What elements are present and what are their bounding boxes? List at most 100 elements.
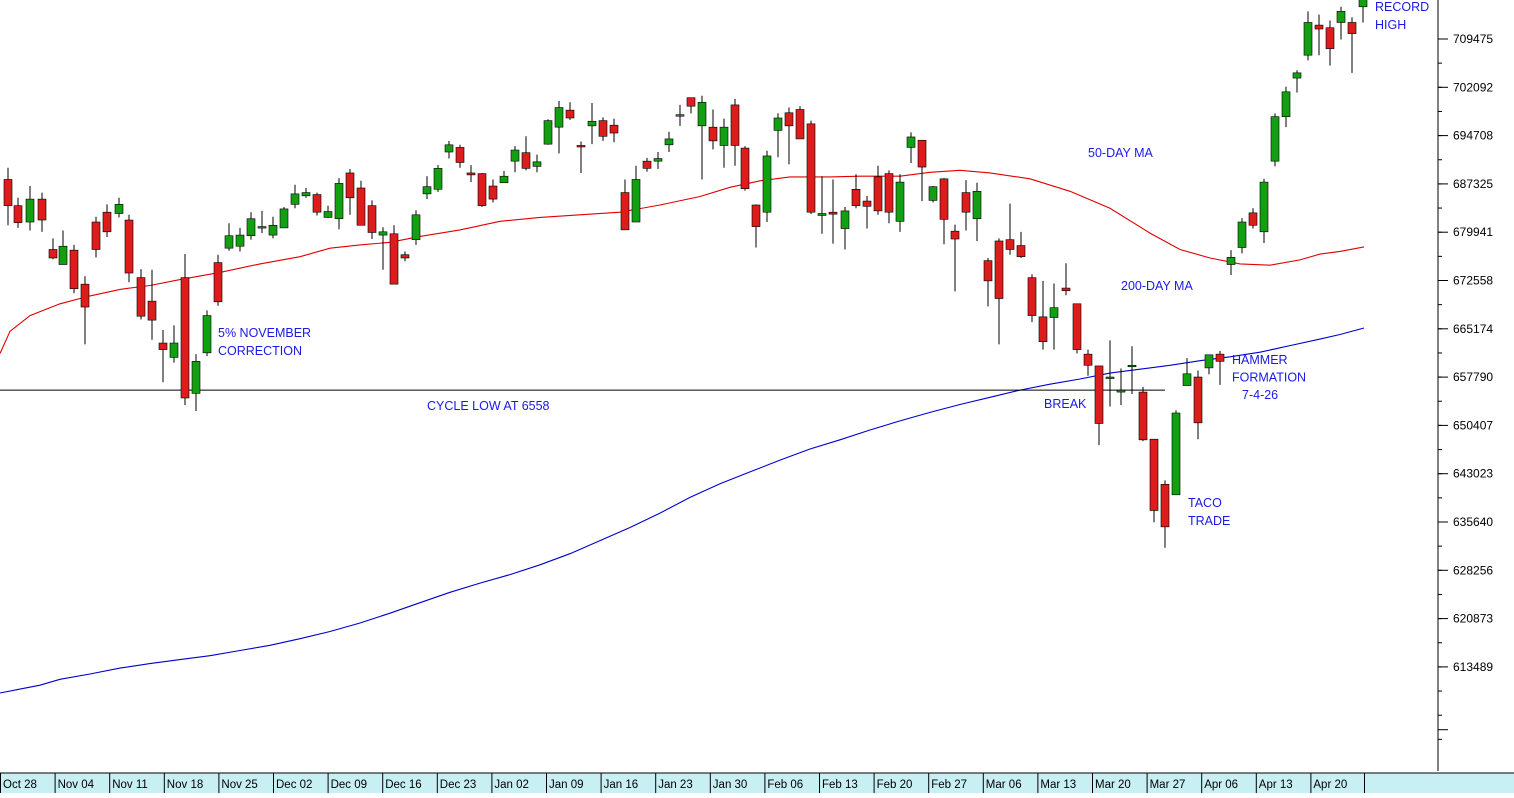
candle-body (697, 101, 707, 127)
candle-body (884, 173, 894, 213)
candle-body (972, 190, 982, 220)
candle-body (1204, 354, 1214, 369)
candle (587, 102, 597, 145)
candle-body (213, 262, 223, 303)
annotation-line: RECORD (1375, 0, 1429, 14)
x-tick-label: Feb 27 (931, 779, 967, 791)
candle (708, 109, 718, 150)
candle-body (686, 97, 696, 107)
candle-body (1049, 307, 1059, 318)
candle-body (840, 210, 850, 229)
candle (1127, 346, 1137, 395)
candle (686, 97, 696, 114)
x-tick-label: Jan 16 (604, 779, 639, 791)
annotation: CYCLE LOW AT 6558 (427, 399, 550, 413)
candle (928, 186, 938, 203)
annotation: TACO TRADE (1188, 496, 1230, 528)
candle-body (80, 283, 90, 308)
candle (521, 136, 531, 171)
candle-body (1347, 22, 1357, 34)
candle-body (466, 172, 476, 176)
annotation-line: 5% NOVEMBER (218, 326, 311, 340)
candle-body (1237, 221, 1247, 248)
candle-body (91, 221, 101, 250)
candle (1193, 370, 1203, 440)
y-tick-label: 694708 (1453, 129, 1493, 143)
x-tick-label: Feb 13 (822, 779, 858, 791)
x-tick-label: Mar 27 (1150, 779, 1186, 791)
candle (499, 170, 509, 184)
annotation-line: TRADE (1188, 514, 1230, 528)
candle (862, 195, 872, 229)
candle (1116, 368, 1126, 406)
candle (762, 150, 772, 223)
candle (37, 192, 47, 232)
x-axis: Oct 28 Nov 04 Nov 11 Nov 18 Nov 25 Dec 02 Dec … (0, 772, 1514, 793)
candle-body (675, 114, 685, 117)
x-tick-label: Dec 16 (385, 779, 421, 791)
annotation-line: 200-DAY MA (1121, 279, 1193, 293)
candle-body (862, 200, 872, 207)
candle (411, 210, 421, 245)
candle (1061, 263, 1071, 296)
candle-body (433, 168, 443, 190)
y-tick-label: 613489 (1453, 660, 1493, 674)
x-tick-label: Apr 13 (1259, 779, 1293, 791)
candle-body (1116, 389, 1126, 393)
candle (806, 120, 816, 215)
x-tick-label: Nov 04 (58, 779, 95, 791)
candle (851, 174, 861, 209)
candle (1226, 250, 1236, 275)
candle-body (620, 192, 630, 231)
candle (939, 178, 949, 245)
candle (466, 165, 476, 183)
candle-body (1193, 376, 1203, 424)
candle-body (795, 109, 805, 140)
candle (576, 141, 586, 173)
candle-body (719, 126, 729, 146)
200-day-maline (0, 327, 1365, 694)
candle (477, 172, 487, 207)
candle (1072, 303, 1082, 354)
candle-body (499, 175, 509, 184)
x-axis-band (0, 773, 1514, 793)
candle-body (13, 205, 23, 223)
candle (828, 179, 838, 244)
y-axis: 709475 702092 694708 687325 679941 672558 6651… (1437, 0, 1493, 771)
candle-body (961, 192, 971, 213)
x-tick-label: Mar 13 (1040, 779, 1076, 791)
candle (1292, 70, 1302, 93)
candle-body (3, 179, 13, 206)
candle (620, 179, 630, 231)
annotation-line: TACO (1188, 496, 1222, 510)
candle (1094, 365, 1104, 446)
candle (631, 165, 641, 223)
candle-body (257, 226, 267, 229)
candle-body (906, 136, 916, 148)
candle-body (202, 315, 212, 354)
candle (91, 216, 101, 258)
candle (114, 197, 124, 218)
candle-body (334, 183, 344, 220)
candle-body (708, 126, 718, 142)
candle-body (1038, 316, 1048, 343)
candle-body (1061, 287, 1071, 291)
candle (323, 205, 333, 219)
candle-body (1358, 0, 1368, 8)
candle-body (565, 109, 575, 119)
moving-averages (0, 169, 1365, 694)
candle-body (873, 176, 883, 212)
x-tick-label: Nov 11 (112, 779, 148, 791)
candle-body (521, 152, 531, 169)
candle-body (1138, 391, 1148, 441)
candle (69, 244, 79, 294)
candle (202, 310, 212, 357)
candle (58, 230, 68, 265)
candle (1358, 0, 1368, 23)
annotation-line: 7-4-26 (1242, 388, 1278, 402)
x-tick-label: Apr 20 (1313, 779, 1347, 791)
candle-body (1259, 181, 1269, 233)
candle-body (422, 186, 432, 195)
candle (1038, 280, 1048, 350)
